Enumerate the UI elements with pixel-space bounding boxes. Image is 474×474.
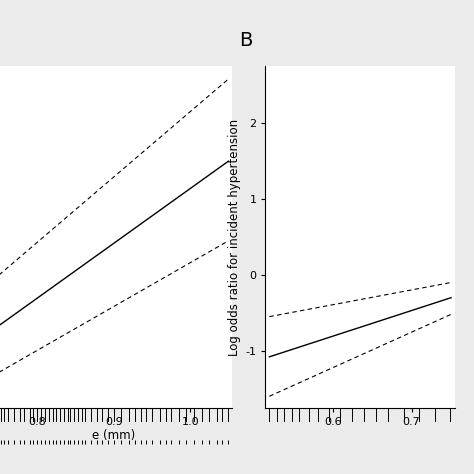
X-axis label: e (mm): e (mm) [92, 429, 136, 442]
Y-axis label: Log odds ratio for incident hypertension: Log odds ratio for incident hypertension [228, 118, 241, 356]
Text: B: B [239, 31, 253, 50]
